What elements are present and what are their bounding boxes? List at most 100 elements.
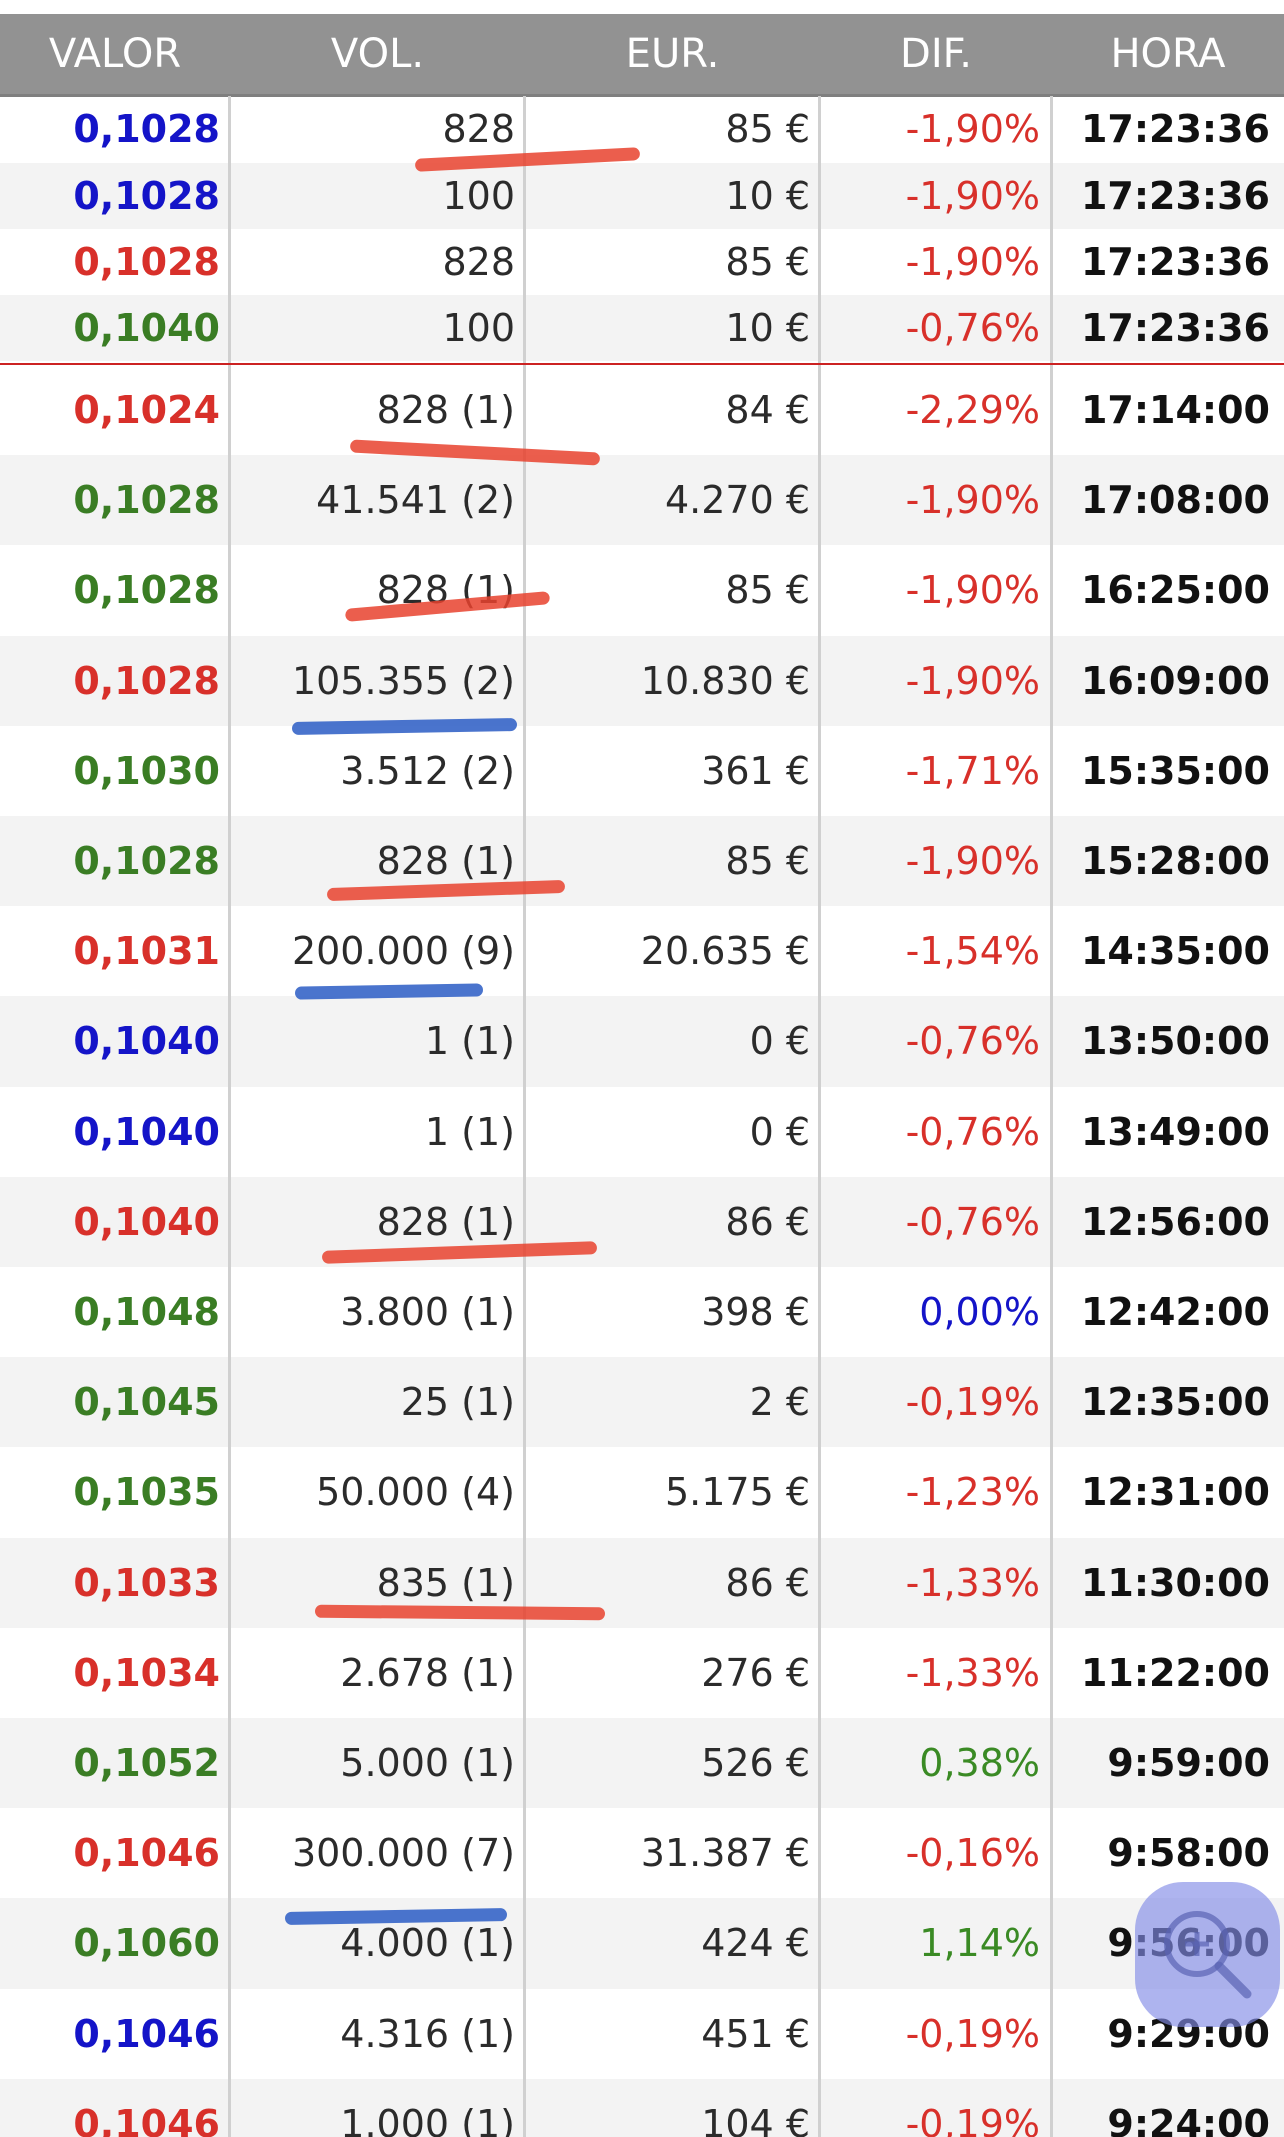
table-row[interactable]: 0,1040 828 (1) 86 € -0,76% 12:56:00 xyxy=(0,1176,1284,1267)
valor-cell: 0,1030 xyxy=(73,748,220,793)
volume-cell: 41.541 (2) xyxy=(316,478,515,523)
diff-cell: 1,14% xyxy=(919,1921,1040,1966)
header-valor[interactable]: VALOR xyxy=(48,31,182,77)
diff-cell: -0,19% xyxy=(905,1380,1040,1425)
table-row[interactable]: 0,1030 3.512 (2) 361 € -1,71% 15:35:00 xyxy=(0,726,1284,816)
volume-cell: 1 (1) xyxy=(424,1019,515,1064)
table-row[interactable]: 0,1046 4.316 (1) 451 € -0,19% 9:29:00 xyxy=(0,1989,1284,2079)
diff-cell: -1,90% xyxy=(905,107,1040,151)
volume-cell: 100 xyxy=(442,306,515,350)
magnifier-icon xyxy=(1164,1911,1252,1999)
valor-cell: 0,1040 xyxy=(73,306,220,350)
valor-cell: 0,1028 xyxy=(73,839,220,884)
diff-cell: -0,76% xyxy=(905,306,1040,350)
table-row[interactable]: 0,1040 1 (1) 0 € -0,76% 13:49:00 xyxy=(0,1087,1284,1177)
table-row[interactable]: 0,1028 828 (1) 85 € -1,90% 15:28:00 xyxy=(0,816,1284,907)
table-row[interactable]: 0,1048 3.800 (1) 398 € 0,00% 12:42:00 xyxy=(0,1267,1284,1357)
table-row[interactable]: 0,1045 25 (1) 2 € -0,19% 12:35:00 xyxy=(0,1357,1284,1448)
column-divider xyxy=(523,96,526,2137)
time-cell: 17:14:00 xyxy=(1080,388,1270,433)
header-hora[interactable]: HORA xyxy=(1110,31,1226,77)
valor-cell: 0,1040 xyxy=(73,1019,220,1064)
valor-cell: 0,1040 xyxy=(73,1109,220,1154)
euros-cell: 10.830 € xyxy=(640,658,810,703)
column-divider xyxy=(1050,96,1053,2137)
time-cell: 9:58:00 xyxy=(1107,1831,1270,1876)
time-cell: 17:23:36 xyxy=(1080,306,1270,350)
euros-cell: 86 € xyxy=(725,1560,810,1605)
euros-cell: 85 € xyxy=(725,568,810,613)
euros-cell: 20.635 € xyxy=(640,929,810,974)
valor-cell: 0,1060 xyxy=(73,1921,220,1966)
diff-cell: -1,54% xyxy=(905,929,1040,974)
valor-cell: 0,1046 xyxy=(73,2011,220,2056)
volume-cell: 5.000 (1) xyxy=(340,1741,515,1786)
volume-cell: 200.000 (9) xyxy=(291,929,515,974)
table-row[interactable]: 0,1052 5.000 (1) 526 € 0,38% 9:59:00 xyxy=(0,1718,1284,1809)
valor-cell: 0,1028 xyxy=(73,568,220,613)
header-vol[interactable]: VOL. xyxy=(330,31,425,77)
table-row[interactable]: 0,1046 300.000 (7) 31.387 € -0,16% 9:58:00 xyxy=(0,1808,1284,1898)
time-cell: 15:35:00 xyxy=(1080,748,1270,793)
zoom-button[interactable] xyxy=(1135,1882,1280,2027)
euros-cell: 0 € xyxy=(749,1109,810,1154)
euros-cell: 424 € xyxy=(701,1921,810,1966)
table-row[interactable]: 0,1028 100 10 € -1,90% 17:23:36 xyxy=(0,163,1284,229)
time-cell: 9:24:00 xyxy=(1107,2101,1270,2137)
valor-cell: 0,1028 xyxy=(73,658,220,703)
volume-cell: 50.000 (4) xyxy=(316,1470,515,1515)
table-row[interactable]: 0,1028 828 85 € -1,90% 17:23:36 xyxy=(0,96,1284,162)
diff-cell: -1,90% xyxy=(905,839,1040,884)
volume-cell: 4.316 (1) xyxy=(340,2011,515,2056)
table-row[interactable]: 0,1035 50.000 (4) 5.175 € -1,23% 12:31:00 xyxy=(0,1447,1284,1537)
euros-cell: 361 € xyxy=(701,748,810,793)
diff-cell: -1,71% xyxy=(905,748,1040,793)
valor-cell: 0,1035 xyxy=(73,1470,220,1515)
table-row[interactable]: 0,1031 200.000 (9) 20.635 € -1,54% 14:35:00 xyxy=(0,906,1284,996)
table-row[interactable]: 0,1046 1.000 (1) 104 € -0,19% 9:24:00 xyxy=(0,2078,1284,2137)
column-divider xyxy=(818,96,821,2137)
diff-cell: -0,76% xyxy=(905,1109,1040,1154)
volume-cell: 25 (1) xyxy=(400,1380,515,1425)
volume-cell: 2.678 (1) xyxy=(340,1650,515,1695)
volume-cell: 3.512 (2) xyxy=(340,748,515,793)
valor-cell: 0,1040 xyxy=(73,1199,220,1244)
volume-cell: 828 (1) xyxy=(376,839,515,884)
time-cell: 12:35:00 xyxy=(1080,1380,1270,1425)
diff-cell: 0,38% xyxy=(919,1741,1040,1786)
volume-cell: 835 (1) xyxy=(376,1560,515,1605)
table-row[interactable]: 0,1028 105.355 (2) 10.830 € -1,90% 16:09:00 xyxy=(0,635,1284,726)
valor-cell: 0,1048 xyxy=(73,1290,220,1335)
time-cell: 16:09:00 xyxy=(1080,658,1270,703)
diff-cell: -0,76% xyxy=(905,1019,1040,1064)
time-cell: 12:31:00 xyxy=(1080,1470,1270,1515)
table-row[interactable]: 0,1033 835 (1) 86 € -1,33% 11:30:00 xyxy=(0,1537,1284,1628)
euros-cell: 4.270 € xyxy=(664,478,810,523)
header-dif[interactable]: DIF. xyxy=(900,31,972,77)
valor-cell: 0,1046 xyxy=(73,2101,220,2137)
time-cell: 13:49:00 xyxy=(1080,1109,1270,1154)
euros-cell: 451 € xyxy=(701,2011,810,2056)
diff-cell: 0,00% xyxy=(919,1290,1040,1335)
time-cell: 12:56:00 xyxy=(1080,1199,1270,1244)
euros-cell: 2 € xyxy=(749,1380,810,1425)
euros-cell: 31.387 € xyxy=(640,1831,810,1876)
table-row[interactable]: 0,1028 828 85 € -1,90% 17:23:36 xyxy=(0,229,1284,295)
time-cell: 11:30:00 xyxy=(1080,1560,1270,1605)
valor-cell: 0,1028 xyxy=(73,240,220,284)
euros-cell: 526 € xyxy=(701,1741,810,1786)
euros-cell: 85 € xyxy=(725,107,810,151)
table-row[interactable]: 0,1040 1 (1) 0 € -0,76% 13:50:00 xyxy=(0,996,1284,1087)
table-row[interactable]: 0,1028 828 (1) 85 € -1,90% 16:25:00 xyxy=(0,545,1284,635)
time-cell: 13:50:00 xyxy=(1080,1019,1270,1064)
table-row[interactable]: 0,1024 828 (1) 84 € -2,29% 17:14:00 xyxy=(0,365,1284,455)
diff-cell: -1,90% xyxy=(905,568,1040,613)
header-eur[interactable]: EUR. xyxy=(625,31,720,77)
table-row[interactable]: 0,1034 2.678 (1) 276 € -1,33% 11:22:00 xyxy=(0,1628,1284,1718)
volume-cell: 828 (1) xyxy=(376,388,515,433)
euros-cell: 5.175 € xyxy=(664,1470,810,1515)
column-divider xyxy=(228,96,231,2137)
table-row[interactable]: 0,1040 100 10 € -0,76% 17:23:36 xyxy=(0,295,1284,361)
table-row[interactable]: 0,1028 41.541 (2) 4.270 € -1,90% 17:08:00 xyxy=(0,455,1284,546)
